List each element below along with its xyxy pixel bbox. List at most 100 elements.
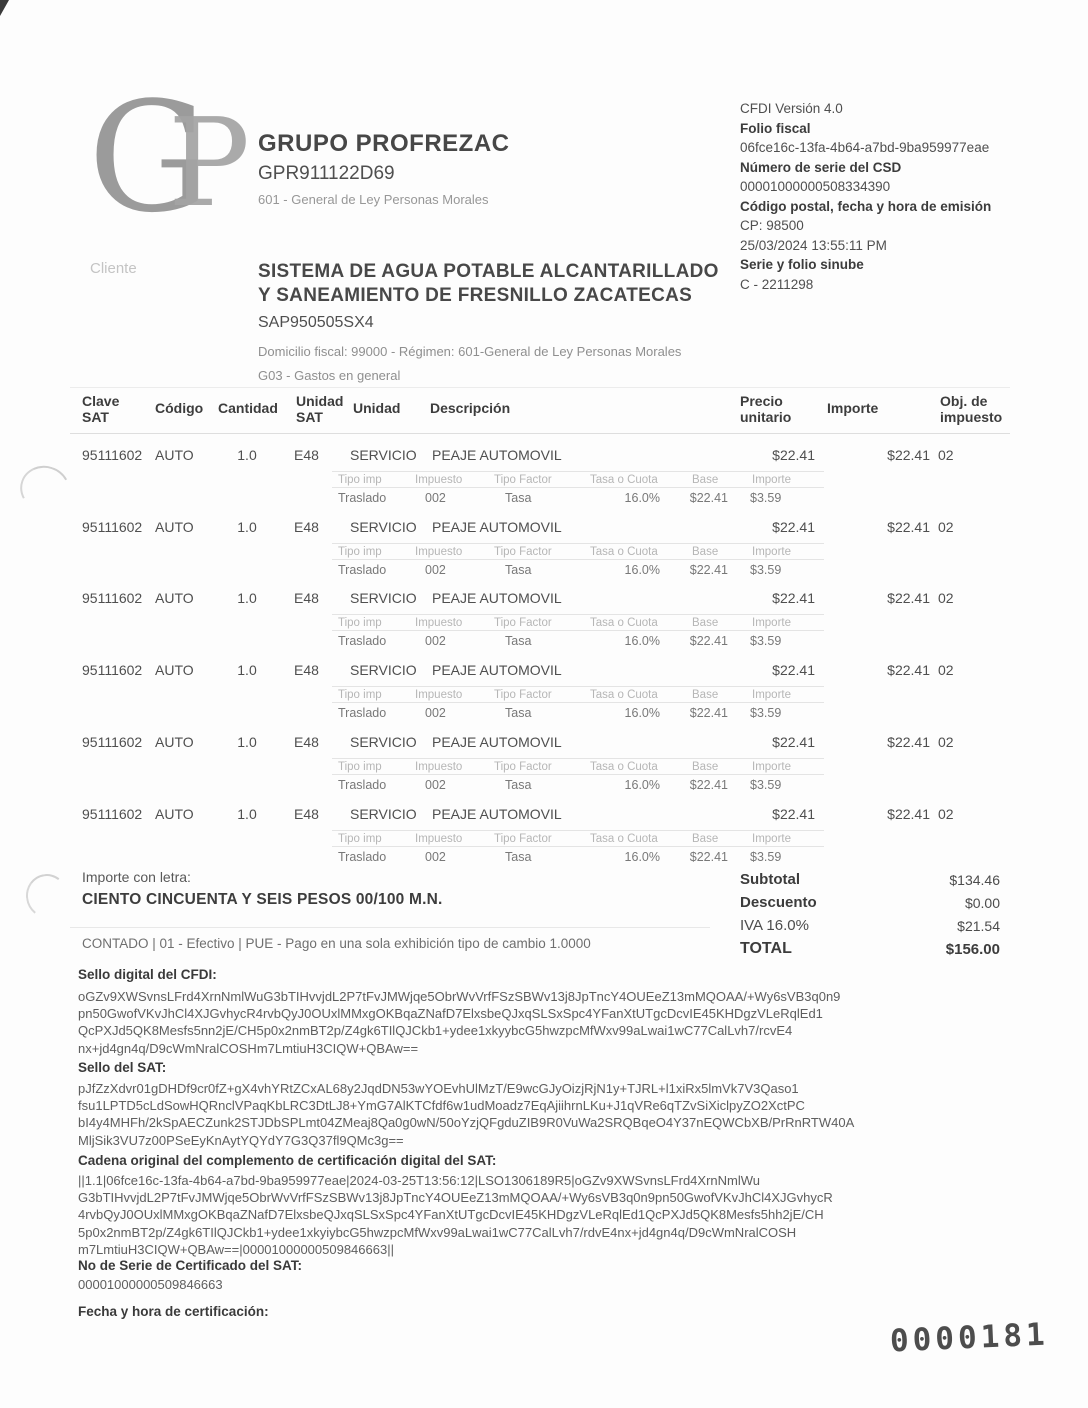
sello-sat-line: MljSik3VU7z00PSeEyKnAytYQYdY7G3Q37fl9QMc… <box>78 1132 404 1148</box>
tax-tipo-factor: Tasa <box>505 562 532 577</box>
tax-header-base: Base <box>692 760 719 773</box>
logo-letter-p: P <box>168 92 251 234</box>
item-precio-unitario: $22.41 <box>772 518 815 535</box>
folio-fiscal-label: Folio fiscal <box>740 120 811 136</box>
tax-impuesto: 002 <box>425 562 446 577</box>
item-cantidad: 1.0 <box>237 733 257 750</box>
tax-header-tipo-factor: Tipo Factor <box>494 760 552 773</box>
sello-cfdi-line: oGZv9XWSvnsLFrd4XrnNmlWuG3bTIHvvjdL2P7tF… <box>78 989 841 1004</box>
tax-header-base: Base <box>692 474 719 486</box>
tax-header-impuesto: Impuesto <box>415 760 463 773</box>
tax-importe: $3.59 <box>750 706 782 721</box>
header-unidad: Unidad <box>353 400 401 416</box>
tax-tipo-imp: Traslado <box>338 706 387 721</box>
sello-sat-text: pJfZzXdvr01gDHDf9cr0fZ+gX4vhYRtZCxAL68y2… <box>78 1080 1038 1149</box>
tax-header-impuesto: Impuesto <box>415 689 463 702</box>
invoice-line-item: 95111602 AUTO 1.0 E48 SERVICIO PEAJE AUT… <box>0 590 1088 662</box>
client-name-line1: SISTEMA DE AGUA POTABLE ALCANTARILLADO <box>258 261 719 282</box>
total-value: $156.00 <box>945 941 1000 958</box>
sello-sat-label: Sello del SAT: <box>78 1060 167 1075</box>
tax-header-tasa-cuota: Tasa o Cuota <box>590 474 658 486</box>
cadena-line: m7LmtiuH3CIQW+QBAw==|0000100000050984666… <box>78 1241 394 1257</box>
header-clave-sat: Clave SAT <box>82 393 120 425</box>
tax-subtable-header-row: Tipo imp Impuesto Tipo Factor Tasa o Cuo… <box>332 757 824 775</box>
item-precio-unitario: $22.41 <box>772 662 815 679</box>
tax-header-base: Base <box>692 545 719 558</box>
importe-letra-value: CIENTO CINCUENTA Y SEIS PESOS 00/100 M.N… <box>82 891 443 908</box>
tax-header-tasa-cuota: Tasa o Cuota <box>590 617 658 630</box>
item-codigo: AUTO <box>155 662 194 679</box>
sello-sat-line: bI4y4MHFh/2kSpAECZunk2STJDbSPLmt04ZMeaj8… <box>78 1115 855 1131</box>
tax-importe: $3.59 <box>750 777 782 792</box>
tax-header-tipo-imp: Tipo imp <box>338 545 382 558</box>
folio-fiscal-value: 06fce16c-13fa-4b64-a7bd-9ba959977eae <box>740 140 990 155</box>
tax-tasa-cuota: 16.0% <box>624 634 660 649</box>
item-codigo: AUTO <box>155 518 194 535</box>
fecha-emision: 25/03/2024 13:55:11 PM <box>740 237 887 253</box>
company-logo: G P <box>88 82 251 256</box>
sello-cfdi-line: QcPXJd5QK8Mesfs5nn2jE/CH5p0x2nmBT2p/Z4gk… <box>78 1023 793 1039</box>
scan-corner-artifact <box>0 0 9 16</box>
header-precio-unitario: Precio unitario <box>740 393 792 425</box>
tax-tipo-imp: Traslado <box>338 491 387 505</box>
header-descripcion: Descripción <box>430 400 511 416</box>
tax-header-importe: Importe <box>752 617 791 630</box>
invoice-line-item: 95111602 AUTO 1.0 E48 SERVICIO PEAJE AUT… <box>0 806 1088 878</box>
tax-importe: $3.59 <box>750 491 782 505</box>
tax-tipo-imp: Traslado <box>338 849 387 864</box>
tax-header-importe: Importe <box>752 545 791 558</box>
tax-tasa-cuota: 16.0% <box>624 777 660 792</box>
sello-cfdi-line: nx+jd4gn4q/D9cWmNralCOSHm7LmtiuH3CIQW+QB… <box>78 1040 419 1056</box>
item-codigo: AUTO <box>155 590 194 607</box>
item-descripcion: PEAJE AUTOMOVIL <box>432 518 562 535</box>
emision-label: Código postal, fecha y hora de emisión <box>740 198 992 214</box>
tax-tasa-cuota: 16.0% <box>624 706 660 721</box>
tax-importe: $3.59 <box>750 562 782 577</box>
item-precio-unitario: $22.41 <box>772 590 815 607</box>
tax-header-tasa-cuota: Tasa o Cuota <box>590 832 658 845</box>
item-unidad: SERVICIO <box>350 447 417 463</box>
tax-header-tipo-imp: Tipo imp <box>338 760 382 773</box>
header-obj-impuesto: Obj. de impuesto <box>940 393 1003 425</box>
item-unidad-sat: E48 <box>294 447 319 463</box>
no-serie-sat-label: No de Serie de Certificado del SAT: <box>78 1258 303 1273</box>
tax-header-tipo-factor: Tipo Factor <box>494 545 552 558</box>
tax-importe: $3.59 <box>750 849 782 864</box>
cfdi-version: CFDI Versión 4.0 <box>740 101 843 116</box>
client-block: SISTEMA DE AGUA POTABLE ALCANTARILLADO Y… <box>258 260 719 383</box>
item-unidad-sat: E48 <box>294 805 319 822</box>
descuento-label: Descuento <box>740 894 817 911</box>
logo-letter-g: G <box>88 69 210 246</box>
tax-impuesto: 002 <box>425 491 446 505</box>
tax-tasa-cuota: 16.0% <box>624 562 660 577</box>
item-clave-sat: 95111602 <box>82 733 143 750</box>
tax-header-tipo-imp: Tipo imp <box>338 617 382 630</box>
tax-impuesto: 002 <box>425 777 446 792</box>
tax-tipo-imp: Traslado <box>338 777 387 792</box>
tax-subtable-header-row: Tipo imp Impuesto Tipo Factor Tasa o Cuo… <box>332 686 824 704</box>
tax-tasa-cuota: 16.0% <box>624 849 660 864</box>
csd-serial-value: 00001000000508334390 <box>740 179 891 194</box>
folio-stamp-number: 0000181 <box>889 1316 1050 1360</box>
client-uso-cfdi: G03 - Gastos en general <box>258 368 401 383</box>
cadena-line: ||1.1|06fce16c-13fa-4b64-a7bd-9ba959977e… <box>78 1173 761 1188</box>
total-label: TOTAL <box>740 940 792 957</box>
tax-base: $22.41 <box>689 777 728 792</box>
tax-header-importe: Importe <box>752 689 791 702</box>
item-descripcion: PEAJE AUTOMOVIL <box>432 733 562 750</box>
item-clave-sat: 95111602 <box>82 662 143 679</box>
header-importe: Importe <box>827 400 879 416</box>
item-descripcion: PEAJE AUTOMOVIL <box>432 662 562 679</box>
tax-tipo-factor: Tasa <box>505 634 532 649</box>
cfdi-info-block: CFDI Versión 4.0 Folio fiscal 06fce16c-1… <box>740 99 1088 294</box>
csd-serial-label: Número de serie del CSD <box>740 159 902 175</box>
tax-base: $22.41 <box>689 849 728 864</box>
tax-impuesto: 002 <box>425 849 446 864</box>
tax-header-tipo-factor: Tipo Factor <box>494 617 552 630</box>
client-rfc: SAP950505SX4 <box>258 314 374 331</box>
importe-letra-label: Importe con letra: <box>82 869 191 885</box>
item-cantidad: 1.0 <box>237 590 257 607</box>
item-unidad: SERVICIO <box>350 518 417 535</box>
tax-header-base: Base <box>692 617 719 630</box>
